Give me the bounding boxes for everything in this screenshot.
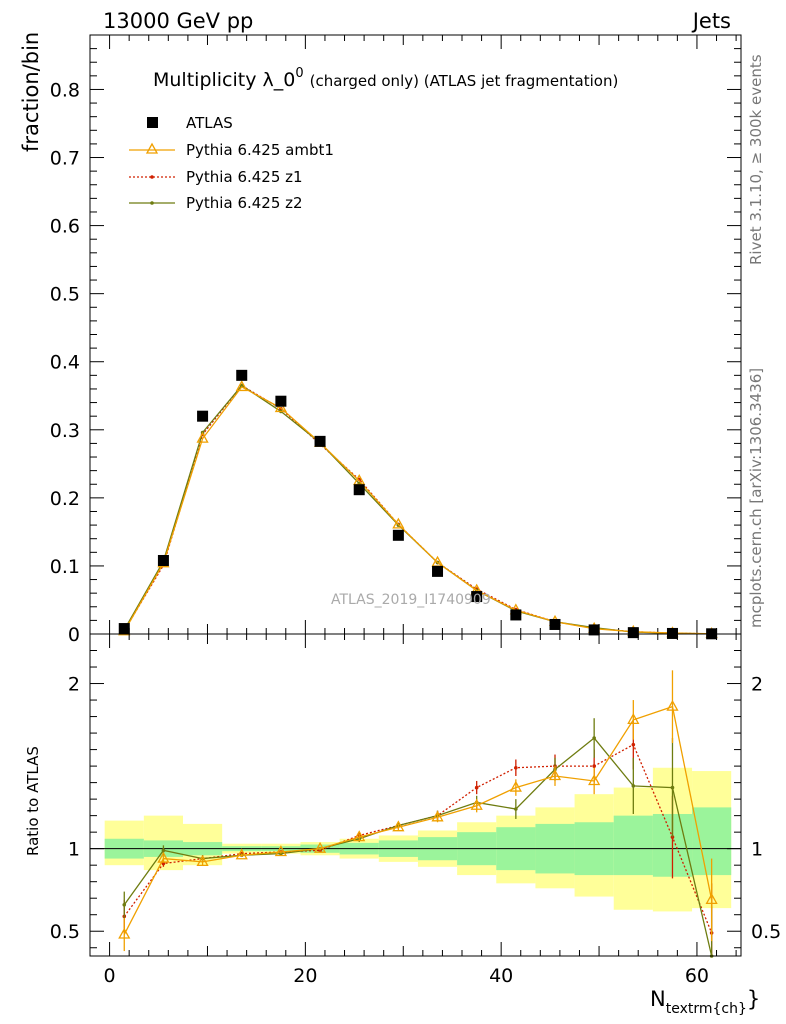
x-tick-label: 40 [489,965,513,987]
ratio-series-ambt1-point [353,830,366,842]
ratio-series-z1-point [592,764,596,768]
y-tick-label: 0.2 [50,488,80,510]
plot-title: Multiplicity λ_00 (charged only) (ATLAS j… [153,66,618,91]
atlas-data-point [510,609,522,621]
legend-label-atlas: ATLAS [186,114,233,132]
legend-marker-ambt1 [145,142,159,154]
atlas-data-point [392,529,404,541]
plot-title-sup: 0 [295,66,303,81]
ratio-series-ambt1-point [118,927,131,939]
y-tick-label: 0.5 [50,284,80,306]
atlas-data-point [432,565,444,577]
ratio-series-z2-line [123,737,713,957]
x-tick-label: 0 [104,965,116,987]
y-tick-label: 0.8 [50,79,80,101]
mcplots-label: mcplots.cern.ch [arXiv:1306.3436] [747,368,765,628]
legend-marker-z2 [150,201,154,205]
main-series-ambt1-point [392,517,405,529]
atlas-data-point [275,395,287,407]
ratio-series-z1-point [474,785,479,790]
ratio-series-ambt1-point [431,810,444,822]
ratio-series-ambt1-point [313,841,327,853]
atlas-data-point [588,624,600,636]
legend-marker-atlas [147,117,158,128]
legend-label-ambt1: Pythia 6.425 ambt1 [186,141,334,159]
atlas-data-point [118,623,130,635]
atlas-data-point [666,627,678,639]
ratio-series-ambt1-point [627,713,640,725]
plot-title-tail: (charged only) (ATLAS jet fragmentation) [310,72,619,90]
y-tick-label: 0.3 [50,420,80,442]
ratio-y-tick-label: 1 [68,839,80,861]
ratio-panel: 0 20 40 60 0.5 0.5 1 1 2 2 [50,634,781,987]
main-panel: 0 0.1 0.2 0.3 0.4 0.5 0.6 0.7 0.8 [50,34,741,646]
y-tick-label: 0.6 [50,216,80,238]
ratio-series-z1-point [631,742,636,747]
atlas-data-point [314,435,326,447]
analysis-watermark: ATLAS_2019_I1740909 [331,592,491,608]
ratio-series-ambt1-point [548,769,562,781]
x-axis-label-close: } [747,987,760,1011]
ratio-series-ambt1-point [392,820,405,832]
ratio-series-z2-point [631,784,636,788]
atlas-data-point [549,618,561,630]
ratio-series-z1-point [514,765,518,770]
y-tick-label: 0 [68,624,80,646]
main-series-z2-point [239,383,244,388]
ratio-y-tick-label-right: 1 [751,839,763,861]
x-axis-label: Ntextrm{ch}} [650,987,760,1017]
ratio-series-ambt1-point [509,780,522,792]
x-tick-label: 60 [685,965,709,987]
atlas-data-point [197,410,209,422]
ratio-series-ambt1-point [196,855,209,867]
y-tick-label: 0.4 [50,352,80,374]
atlas-data-point [236,369,248,381]
ratio-series-z2-point [592,736,596,740]
main-ylabel: fraction/bin [19,32,43,152]
ratio-ylabel: Ratio to ATLAS [24,746,42,856]
atlas-data-point [627,627,639,639]
main-series-ambt1-point [235,380,248,392]
legend-label-z1: Pythia 6.425 z1 [186,168,303,186]
y-tick-label: 0.7 [50,148,80,170]
ratio-series-z2-point [122,903,127,907]
atlas-data-point [471,591,483,603]
band-inner-bin [613,815,653,876]
ratio-series-z2-point [161,848,166,853]
x-tick-label: 20 [293,965,317,987]
x-axis-label-main: N [650,987,666,1011]
main-series-ambt1-point [274,401,287,413]
ratio-y-tick-label: 0.5 [50,921,80,943]
rivet-label: Rivet 3.1.10, ≥ 300k events [747,54,765,265]
legend-label-z2: Pythia 6.425 z2 [186,194,303,212]
ratio-series-z2-point [514,807,518,811]
ratio-y-tick-label-right: 0.5 [751,921,781,943]
main-series-ambt1-line [123,386,712,635]
ratio-series-ambt1-line [123,705,713,935]
process-label: Jets [691,9,731,33]
ratio-series-ambt1-point [666,699,679,711]
energy-label: 13000 GeV pp [103,9,253,33]
ratio-series-ambt1-point [235,848,248,860]
ratio-series-z2-point [670,785,675,790]
x-axis-label-sub: textrm{ch} [666,1001,747,1017]
ratio-series-ambt1-point [274,845,287,857]
atlas-data-point [353,484,365,496]
ratio-frame [89,633,742,957]
ratio-series-ambt1-point [705,893,718,905]
ratio-y-tick-label: 2 [68,674,80,696]
ratio-series-ambt1-point [157,851,170,863]
ratio-y-tick-label-right: 2 [751,674,763,696]
atlas-data-point [157,554,169,566]
ratio-series-ambt1-point [588,774,601,786]
ratio-series-ambt1-point [470,798,483,810]
legend: ATLAS Pythia 6.425 ambt1 Pythia 6.425 z1… [129,114,334,212]
y-tick-label: 0.1 [50,556,80,578]
plot-title-main: Multiplicity λ_0 [153,69,295,91]
legend-marker-z1 [150,175,154,179]
main-series-ambt1-point [196,431,209,443]
